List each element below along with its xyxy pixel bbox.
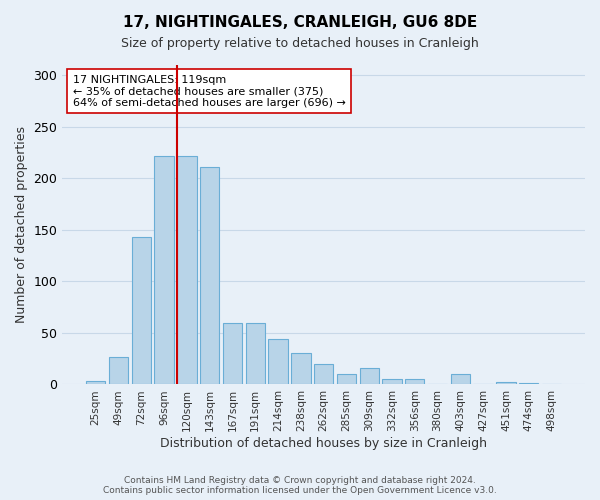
Bar: [382, 380, 402, 384]
Bar: [154, 156, 174, 384]
Bar: [131, 237, 151, 384]
Bar: [109, 356, 128, 384]
Bar: [451, 374, 470, 384]
Text: 17 NIGHTINGALES: 119sqm
← 35% of detached houses are smaller (375)
64% of semi-d: 17 NIGHTINGALES: 119sqm ← 35% of detache…: [73, 74, 346, 108]
Bar: [359, 368, 379, 384]
Bar: [268, 339, 288, 384]
Bar: [86, 382, 106, 384]
Text: Size of property relative to detached houses in Cranleigh: Size of property relative to detached ho…: [121, 38, 479, 51]
X-axis label: Distribution of detached houses by size in Cranleigh: Distribution of detached houses by size …: [160, 437, 487, 450]
Y-axis label: Number of detached properties: Number of detached properties: [15, 126, 28, 323]
Text: 17, NIGHTINGALES, CRANLEIGH, GU6 8DE: 17, NIGHTINGALES, CRANLEIGH, GU6 8DE: [123, 15, 477, 30]
Bar: [291, 352, 311, 384]
Bar: [405, 380, 424, 384]
Bar: [223, 322, 242, 384]
Bar: [496, 382, 515, 384]
Bar: [200, 167, 220, 384]
Bar: [337, 374, 356, 384]
Text: Contains HM Land Registry data © Crown copyright and database right 2024.
Contai: Contains HM Land Registry data © Crown c…: [103, 476, 497, 495]
Bar: [177, 156, 197, 384]
Bar: [245, 322, 265, 384]
Bar: [314, 364, 334, 384]
